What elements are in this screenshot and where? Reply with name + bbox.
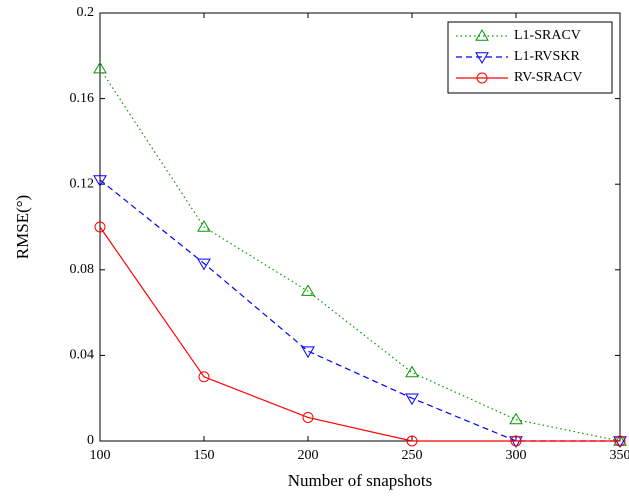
- data-point: [613, 434, 627, 446]
- x-tick-label: 200: [298, 448, 319, 463]
- data-point: [94, 221, 106, 233]
- y-axis-label: RMSE(°): [13, 195, 32, 259]
- series-line: [99, 179, 620, 442]
- legend-label: L1-SRACV: [514, 28, 581, 43]
- series-line: [99, 226, 620, 442]
- y-tick-label: 0.04: [70, 348, 95, 363]
- x-tick-label: 250: [402, 448, 423, 463]
- legend: L1-SRACV L1-RVSKR RV-SRACV: [447, 21, 613, 94]
- legend-label: RV-SRACV: [514, 70, 582, 85]
- data-point: [302, 411, 314, 423]
- data-point: [301, 346, 315, 359]
- legend-box: [447, 21, 613, 94]
- y-tick-label: 0.08: [70, 262, 95, 277]
- data-point: [613, 436, 627, 448]
- x-axis-label: Number of snapshots: [288, 471, 432, 490]
- legend-marker: [476, 72, 488, 84]
- data-point: [197, 258, 211, 271]
- series-line: [99, 68, 621, 442]
- data-point: [198, 371, 210, 383]
- x-tick-label: 150: [194, 448, 215, 463]
- y-tick-label: 0.12: [70, 176, 95, 191]
- data-point: [301, 284, 315, 296]
- data-point: [406, 435, 418, 447]
- x-tick-label: 300: [506, 448, 527, 463]
- y-tick-label: 0.16: [70, 91, 95, 106]
- data-point: [93, 61, 107, 74]
- legend-marker: [475, 52, 489, 64]
- data-point: [509, 412, 523, 425]
- x-tick-label: 350: [610, 448, 629, 463]
- data-point: [93, 175, 107, 187]
- data-point: [509, 436, 523, 448]
- y-tick-label: 0.2: [77, 5, 95, 20]
- data-point: [197, 220, 211, 232]
- data-point: [405, 393, 419, 406]
- legend-marker: [475, 29, 489, 41]
- data-point: [614, 435, 626, 447]
- x-tick-label: 100: [90, 448, 111, 463]
- data-point: [405, 365, 419, 378]
- legend-label: L1-RVSKR: [514, 49, 580, 64]
- data-point: [510, 435, 522, 447]
- y-tick-label: 0: [87, 433, 94, 448]
